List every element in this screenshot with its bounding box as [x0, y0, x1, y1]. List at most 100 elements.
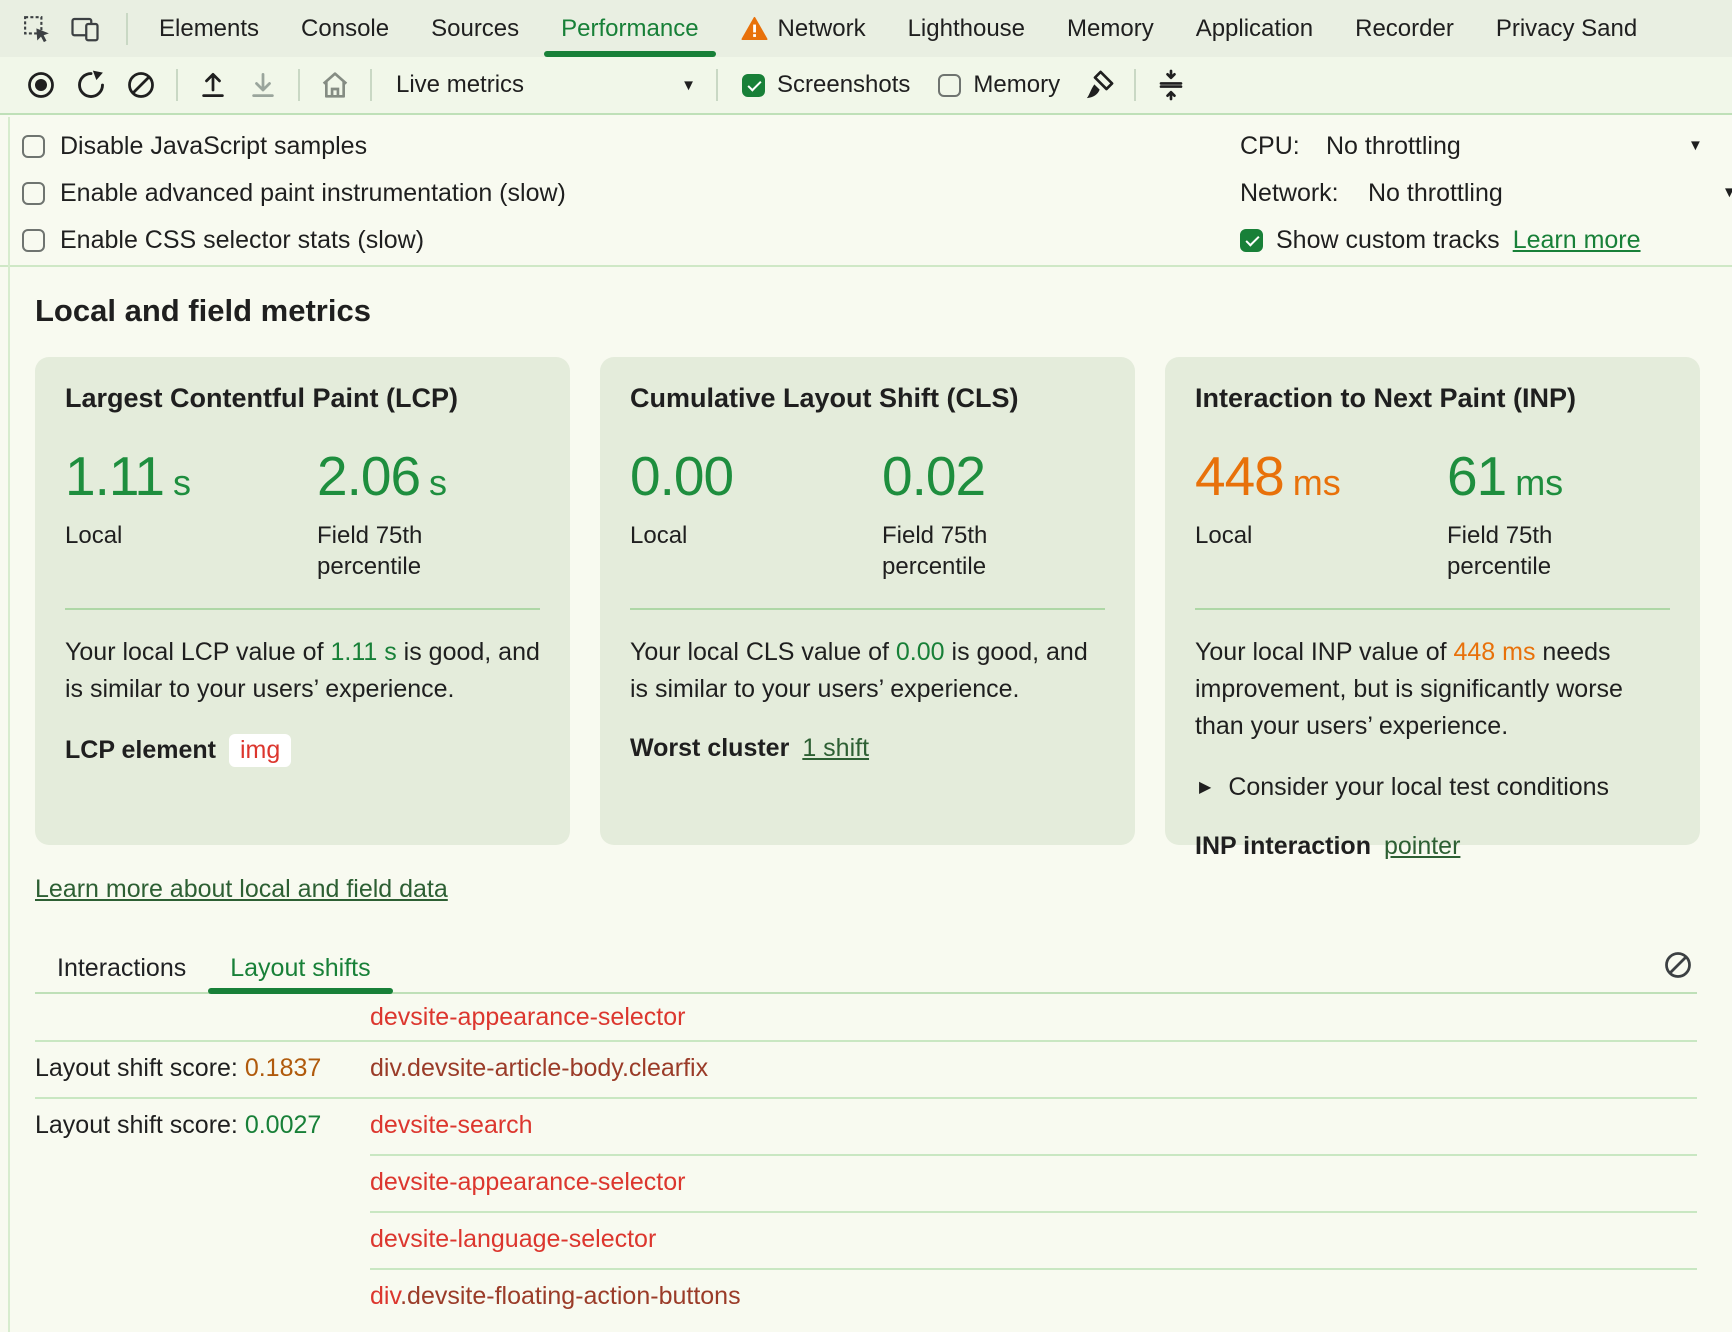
custom-tracks-learn-more-link[interactable]: Learn more [1513, 226, 1641, 255]
cpu-throttling-row[interactable]: CPU: No throttling ▼ [1240, 123, 1732, 170]
lcp-element-label: LCP element [65, 736, 216, 765]
upload-icon [198, 70, 228, 100]
divider [298, 69, 300, 101]
tab-recorder[interactable]: Recorder [1334, 0, 1475, 57]
divider [370, 69, 372, 101]
text-part: 448 ms [1454, 638, 1536, 666]
collect-garbage-button[interactable] [1082, 68, 1116, 102]
shift-node-link[interactable]: devsite-search [370, 1111, 1697, 1140]
inspect-element-button[interactable] [20, 12, 54, 46]
screenshots-checkbox[interactable] [742, 74, 765, 97]
tab-label: Console [301, 15, 389, 43]
warning-icon [741, 16, 768, 41]
lcp-local-label: Local [65, 520, 317, 551]
cls-values: 0.00 Local 0.02 Field 75th percentile [630, 444, 1105, 582]
tab-network[interactable]: Network [720, 0, 887, 57]
shift-node-link[interactable]: div.devsite-floating-action-buttons [370, 1282, 1697, 1311]
tab-label: Network [778, 15, 866, 43]
worst-cluster-link[interactable]: 1 shift [802, 734, 869, 763]
tab-label: Performance [561, 15, 698, 43]
inp-interaction-link[interactable]: pointer [1384, 832, 1460, 861]
score-label: Layout shift score: [35, 1111, 245, 1139]
clear-log-button[interactable] [1661, 948, 1695, 982]
save-profile-button[interactable] [246, 68, 280, 102]
home-button[interactable] [318, 68, 352, 102]
tab-label: Lighthouse [908, 15, 1025, 43]
advanced-paint-row[interactable]: Enable advanced paint instrumentation (s… [22, 170, 566, 217]
panel-mode-dropdown[interactable]: Live metrics ▼ [382, 65, 706, 105]
tab-layout-shifts[interactable]: Layout shifts [208, 944, 392, 992]
inp-field-value: 61ms [1447, 444, 1622, 508]
cls-description: Your local CLS value of 0.00 is good, an… [630, 634, 1105, 708]
tab-elements[interactable]: Elements [138, 0, 280, 57]
lcp-element-node-link[interactable]: img [229, 734, 291, 767]
field-data-learn-more-link[interactable]: Learn more about local and field data [35, 875, 448, 904]
tab-label: Memory [1067, 15, 1154, 43]
memory-toggle[interactable]: Memory [938, 71, 1060, 99]
tab-privacy-sandbox[interactable]: Privacy Sand [1475, 0, 1658, 57]
text-part: Your local CLS value of [630, 638, 896, 666]
cls-field-label: Field 75th percentile [882, 520, 1057, 582]
tab-sources[interactable]: Sources [410, 0, 540, 57]
cls-card-title: Cumulative Layout Shift (CLS) [630, 383, 1105, 414]
shift-node-link[interactable]: devsite-language-selector [370, 1225, 1697, 1254]
lcp-description: Your local LCP value of 1.11 s is good, … [65, 634, 540, 708]
collapse-panel-button[interactable] [1154, 68, 1188, 102]
advanced-paint-checkbox[interactable] [22, 182, 45, 205]
custom-tracks-checkbox[interactable] [1240, 229, 1263, 252]
shift-node-link[interactable]: devsite-appearance-selector [370, 1003, 1697, 1032]
network-value: No throttling [1368, 179, 1503, 208]
divider [176, 69, 178, 101]
network-label: Network: [1240, 179, 1368, 208]
css-selector-stats-label: Enable CSS selector stats (slow) [60, 226, 424, 255]
css-selector-stats-row[interactable]: Enable CSS selector stats (slow) [22, 217, 566, 264]
memory-checkbox[interactable] [938, 74, 961, 97]
record-button[interactable] [24, 68, 58, 102]
lcp-card: Largest Contentful Paint (LCP) 1.11s Loc… [35, 357, 570, 845]
chevron-down-icon: ▼ [1688, 138, 1703, 153]
text-part: devsite-appearance-selector [370, 1003, 685, 1031]
divider [1134, 69, 1136, 101]
lcp-field-label: Field 75th percentile [317, 520, 492, 582]
memory-label: Memory [973, 71, 1060, 99]
chevron-down-icon: ▼ [1722, 185, 1732, 200]
divider [126, 13, 128, 45]
tab-memory[interactable]: Memory [1046, 0, 1175, 57]
disclosure-label: Consider your local test conditions [1228, 773, 1609, 802]
tab-lighthouse[interactable]: Lighthouse [887, 0, 1046, 57]
clear-button[interactable] [124, 68, 158, 102]
cpu-value: No throttling [1326, 132, 1461, 161]
inp-interaction-label: INP interaction [1195, 832, 1371, 861]
load-profile-button[interactable] [196, 68, 230, 102]
tab-console[interactable]: Console [280, 0, 410, 57]
lcp-values: 1.11s Local 2.06s Field 75th percentile [65, 444, 540, 582]
screenshots-toggle[interactable]: Screenshots [742, 71, 910, 99]
tab-interactions[interactable]: Interactions [35, 944, 208, 992]
network-throttling-row[interactable]: Network: No throttling ▼ [1240, 170, 1732, 217]
css-selector-stats-checkbox[interactable] [22, 229, 45, 252]
clear-icon [126, 70, 156, 100]
live-metrics-view: Local and field metrics Largest Contentf… [0, 267, 1732, 1332]
disable-js-samples-row[interactable]: Disable JavaScript samples [22, 123, 566, 170]
layout-shift-row: devsite-language-selector [35, 1211, 1697, 1268]
text-part: div.devsite-article-body.clearfix [370, 1054, 708, 1082]
disable-js-samples-checkbox[interactable] [22, 135, 45, 158]
tab-performance[interactable]: Performance [540, 0, 719, 57]
tab-label: Interactions [57, 954, 186, 983]
inp-card-title: Interaction to Next Paint (INP) [1195, 383, 1670, 414]
performance-toolbar: Live metrics ▼ Screenshots Memory [0, 57, 1732, 115]
shift-node-link[interactable]: div.devsite-article-body.clearfix [370, 1054, 1697, 1083]
collapse-icon [1155, 69, 1187, 101]
panel-mode-label: Live metrics [396, 71, 524, 99]
tab-label: Layout shifts [230, 954, 370, 983]
inp-local-label: Local [1195, 520, 1447, 551]
tab-application[interactable]: Application [1175, 0, 1334, 57]
shift-node-link[interactable]: devsite-appearance-selector [370, 1168, 1697, 1197]
score-label: Layout shift score: [35, 1054, 245, 1082]
reload-and-record-button[interactable] [74, 68, 108, 102]
disable-js-samples-label: Disable JavaScript samples [60, 132, 367, 161]
download-icon [248, 70, 278, 100]
live-metrics-logs: Interactions Layout shifts devsite-appea… [35, 944, 1697, 1325]
device-toolbar-button[interactable] [68, 12, 102, 46]
local-test-conditions-disclosure[interactable]: ▶ Consider your local test conditions [1195, 773, 1670, 802]
